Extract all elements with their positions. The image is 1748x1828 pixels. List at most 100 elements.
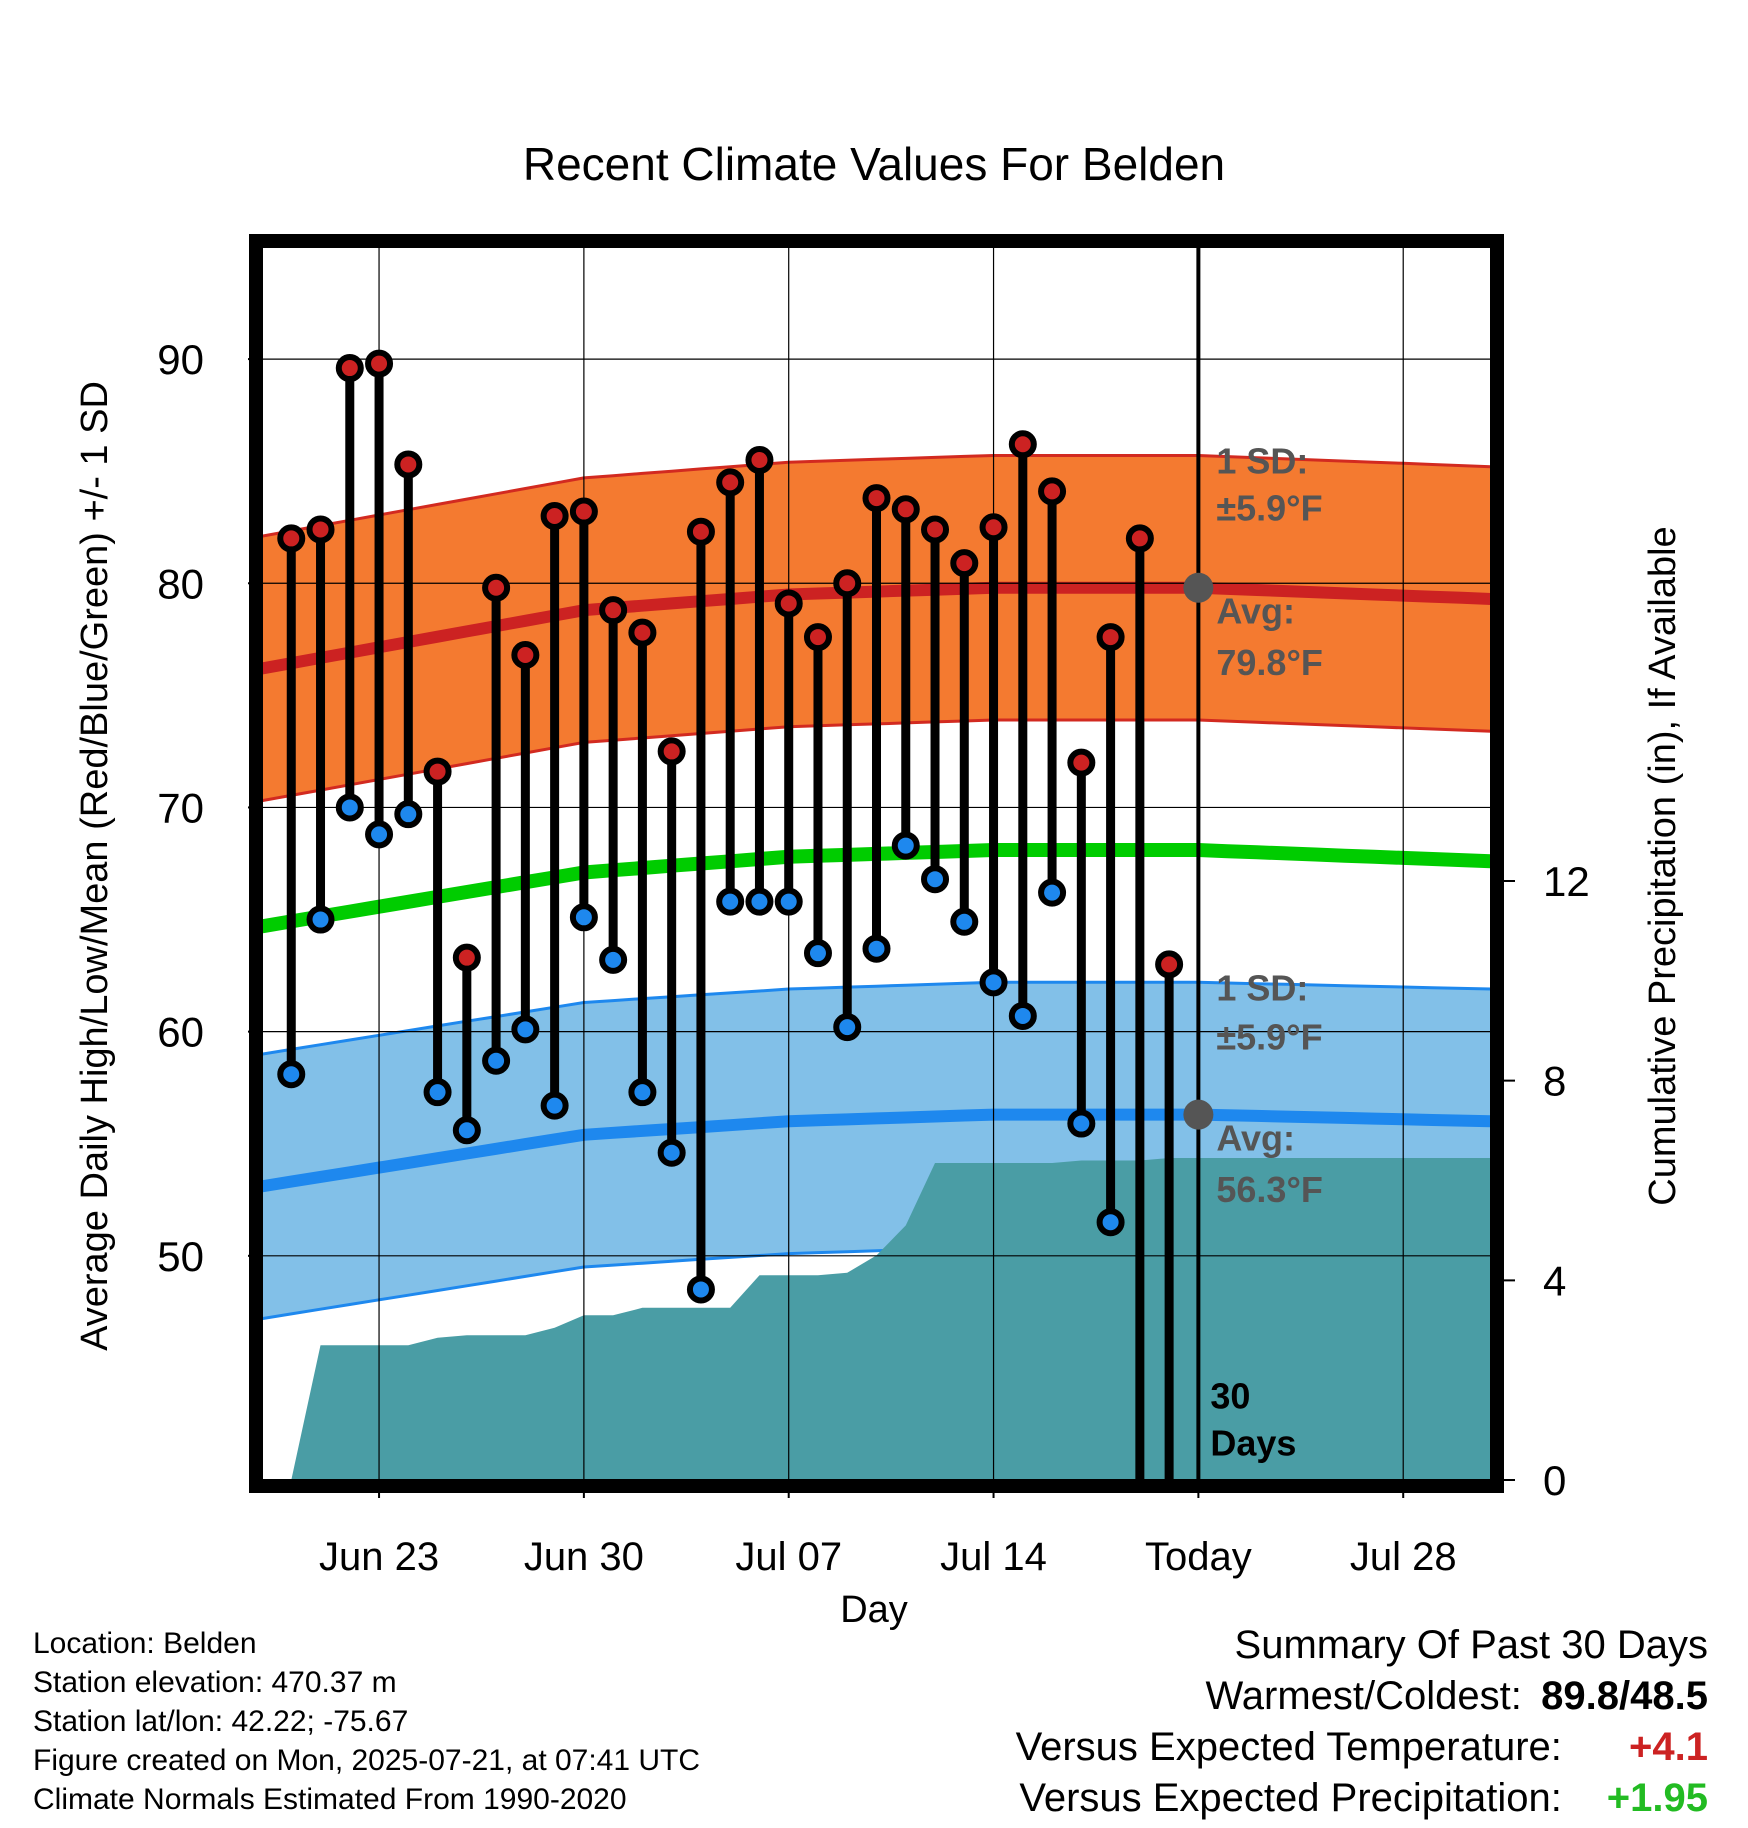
low-point — [628, 1078, 657, 1107]
low-point — [599, 945, 628, 974]
high-point — [716, 468, 745, 497]
high-point — [1125, 524, 1154, 553]
high-point — [921, 515, 950, 544]
high-point — [774, 589, 803, 618]
high-point — [365, 349, 394, 378]
latlon-text: Station lat/lon: 42.22; -75.67 — [33, 1705, 409, 1738]
low-point — [979, 968, 1008, 997]
created-text: Figure created on Mon, 2025-07-21, at 07… — [33, 1744, 701, 1777]
warm-cold-value: 89.8/48.5 — [1533, 1671, 1708, 1722]
low-point — [686, 1275, 715, 1304]
high-point — [511, 641, 540, 670]
low-normal-line — [262, 1108, 1491, 1193]
low-point — [423, 1078, 452, 1107]
today-high-avg-marker — [1183, 572, 1214, 603]
precip-anomaly-label: Versus Expected Precipitation: — [1019, 1776, 1562, 1820]
low-point — [1008, 1001, 1037, 1030]
high-point — [862, 484, 891, 513]
low-point — [891, 831, 920, 860]
low-point — [511, 1015, 540, 1044]
high-sd-heading: 1 SD: — [1216, 440, 1308, 481]
low-sd-heading: 1 SD: — [1216, 967, 1308, 1008]
x-tick-label: Jun 23 — [319, 1535, 439, 1579]
precip-anomaly-value: +1.95 — [1606, 1776, 1708, 1820]
y-tick-label: 80 — [157, 560, 204, 607]
plot-clipped-group — [262, 247, 1491, 1480]
low-point — [306, 905, 335, 934]
x-tick-label: Jul 28 — [1350, 1535, 1457, 1579]
low-avg-value: 56.3°F — [1216, 1169, 1322, 1210]
y-axis-label: Average Daily High/Low/Mean (Red/Blue/Gr… — [74, 381, 116, 1351]
temp-anomaly-value: +4.1 — [1629, 1725, 1708, 1769]
high-point — [482, 573, 511, 602]
high-point — [745, 445, 774, 474]
high-point — [452, 943, 481, 972]
summary-panel: Summary Of Past 30 Days Warmest/Coldest:… — [1016, 1620, 1708, 1824]
high-point — [599, 596, 628, 625]
warm-cold-label: Warmest/Coldest: — [1205, 1674, 1522, 1718]
temp-anomaly-label: Versus Expected Temperature: — [1015, 1725, 1562, 1769]
high-point — [306, 515, 335, 544]
low-point — [452, 1116, 481, 1145]
low-point — [482, 1046, 511, 1075]
warm-cold-row: Warmest/Coldest: 89.8/48.5 — [1016, 1671, 1709, 1722]
low-point — [335, 793, 364, 822]
low-avg-heading: Avg: — [1216, 1117, 1295, 1158]
low-point — [277, 1060, 306, 1089]
low-point — [540, 1091, 569, 1120]
y2-axis-label: Cumulative Precipitation (in), If Availa… — [1642, 526, 1684, 1205]
low-point — [921, 865, 950, 894]
y2-tick-label: 0 — [1543, 1457, 1566, 1504]
high-point — [1038, 477, 1067, 506]
high-band-upper-edge — [262, 454, 1491, 538]
high-point — [950, 549, 979, 578]
low-point — [862, 934, 891, 963]
plot-area: 1 SD: ±5.9°F Avg: 79.8°F 1 SD: ±5.9°F Avg: 56.3… — [157, 234, 1590, 1579]
low-point — [365, 820, 394, 849]
y-tick-label: 50 — [157, 1233, 204, 1280]
high-point — [277, 524, 306, 553]
low-point — [1096, 1208, 1125, 1237]
warmest-value: 89.8 — [1541, 1674, 1620, 1718]
precipitation-area — [291, 1158, 1491, 1480]
high-point — [540, 502, 569, 531]
high-point — [803, 623, 832, 652]
today-low-avg-marker — [1183, 1099, 1214, 1130]
low-point — [950, 907, 979, 936]
plot-frame — [249, 234, 1504, 1493]
y2-tick-label: 12 — [1543, 858, 1590, 905]
temp-anomaly-row: Versus Expected Temperature: +4.1 — [1016, 1722, 1708, 1773]
high-point — [1067, 748, 1096, 777]
high-point — [686, 517, 715, 546]
low-point — [833, 1013, 862, 1042]
high-point — [394, 450, 423, 479]
days-count-label: 30 — [1210, 1375, 1250, 1416]
y2-tick-label: 4 — [1543, 1257, 1566, 1304]
y-tick-label: 90 — [157, 336, 204, 383]
high-point — [1008, 430, 1037, 459]
high-sd-value: ±5.9°F — [1216, 488, 1322, 529]
location-text: Location: Belden — [33, 1627, 257, 1660]
low-point — [569, 903, 598, 932]
x-tick-label: Jul 07 — [735, 1535, 842, 1579]
high-avg-heading: Avg: — [1216, 591, 1295, 632]
low-point — [803, 939, 832, 968]
precip-anomaly-row: Versus Expected Precipitation: +1.95 — [1016, 1773, 1708, 1824]
high-point — [979, 513, 1008, 542]
summary-heading: Summary Of Past 30 Days — [1234, 1623, 1708, 1667]
high-point — [657, 737, 686, 766]
y2-tick-label: 8 — [1543, 1058, 1566, 1105]
low-point — [657, 1138, 686, 1167]
low-point — [1038, 878, 1067, 907]
high-point — [891, 495, 920, 524]
low-point — [1067, 1109, 1096, 1138]
high-point — [1155, 950, 1184, 979]
chart-title: Recent Climate Values For Belden — [523, 138, 1225, 190]
x-tick-label: Today — [1145, 1535, 1252, 1579]
high-point — [1096, 623, 1125, 652]
low-point — [774, 887, 803, 916]
value-separator: / — [1619, 1674, 1631, 1718]
high-point — [335, 354, 364, 383]
normals-text: Climate Normals Estimated From 1990-2020 — [33, 1783, 627, 1816]
